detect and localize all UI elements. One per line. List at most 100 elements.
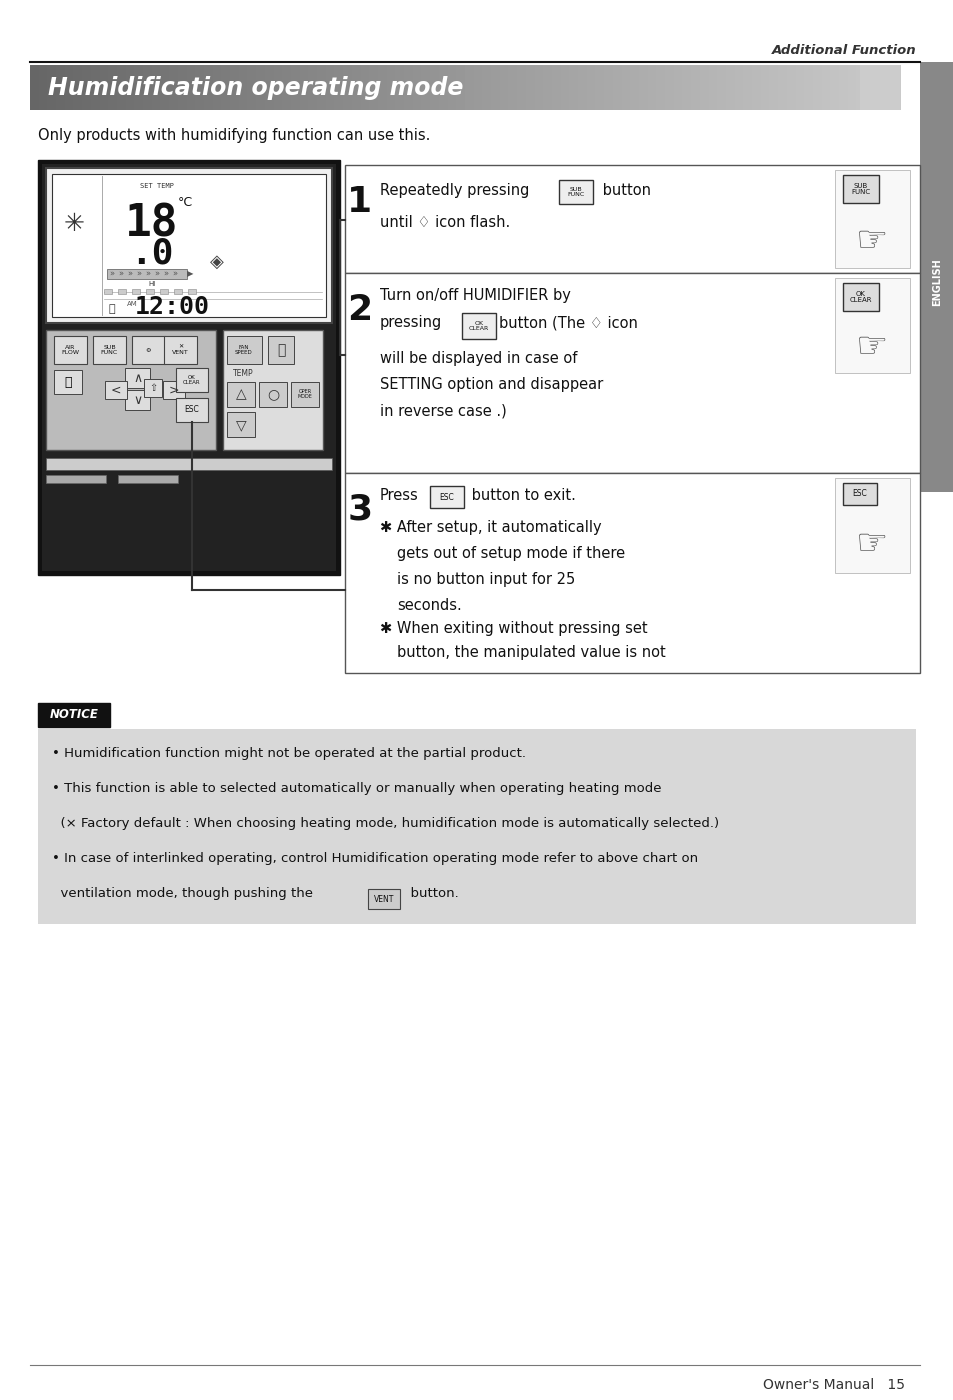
Text: SUB
FUNC: SUB FUNC [850, 182, 870, 196]
Text: ∧: ∧ [133, 371, 142, 385]
Text: ✱ When exiting without pressing set: ✱ When exiting without pressing set [379, 622, 647, 636]
Bar [345, 165, 919, 273]
Text: Turn on/off HUMIDIFIER by: Turn on/off HUMIDIFIER by [379, 288, 570, 302]
Text: ◈: ◈ [210, 253, 224, 272]
Text: • In case of interlinked operating, control Humidification operating mode refer : • In case of interlinked operating, cont… [52, 853, 698, 865]
Bar [377, 64, 387, 111]
Bar [38, 703, 110, 727]
Bar [847, 64, 857, 111]
Bar [146, 288, 153, 294]
Bar [343, 64, 353, 111]
Text: ventilation mode, though pushing the: ventilation mode, though pushing the [52, 888, 317, 900]
Text: OPER
MODE: OPER MODE [297, 389, 313, 399]
Bar [569, 64, 578, 111]
Bar [842, 175, 878, 203]
Bar [413, 64, 422, 111]
Bar [664, 64, 674, 111]
Bar [795, 64, 804, 111]
Text: Repeatedly pressing: Repeatedly pressing [379, 183, 529, 197]
Text: ▽: ▽ [235, 419, 246, 433]
Text: 18: 18 [125, 203, 178, 245]
Text: OK
CLEAR: OK CLEAR [468, 321, 489, 332]
Bar [482, 64, 492, 111]
Bar [177, 64, 188, 111]
Text: »: » [145, 269, 151, 279]
Bar [132, 288, 140, 294]
Text: FAN
SPEED: FAN SPEED [234, 344, 253, 356]
Bar [603, 64, 614, 111]
Bar [578, 64, 587, 111]
Bar [125, 368, 150, 388]
Bar [169, 64, 179, 111]
Bar [268, 336, 294, 364]
Bar [38, 160, 339, 575]
Bar [751, 64, 761, 111]
Text: »: » [118, 269, 124, 279]
Bar [345, 273, 919, 473]
Text: »: » [172, 269, 177, 279]
Bar [725, 64, 735, 111]
Text: TEMP: TEMP [233, 370, 253, 378]
Bar [48, 64, 57, 111]
Bar [803, 64, 813, 111]
Bar [369, 64, 378, 111]
Text: ▶: ▶ [187, 269, 193, 279]
Text: >: > [169, 384, 179, 396]
Bar [82, 64, 91, 111]
Bar [395, 64, 405, 111]
Text: Press: Press [379, 489, 418, 503]
Bar [508, 64, 517, 111]
Bar [163, 381, 185, 399]
Text: ○: ○ [267, 386, 279, 400]
Bar [299, 64, 309, 111]
Text: ESC: ESC [439, 493, 454, 501]
Text: OK
CLEAR: OK CLEAR [849, 291, 871, 304]
Bar [46, 458, 332, 470]
Bar [421, 64, 431, 111]
Bar [256, 64, 266, 111]
Bar [258, 382, 287, 407]
Bar [282, 64, 292, 111]
Bar [438, 64, 448, 111]
Text: ✳: ✳ [64, 211, 85, 237]
Bar [859, 64, 899, 111]
Bar [188, 288, 195, 294]
Bar [430, 64, 439, 111]
Text: button to exit.: button to exit. [467, 489, 576, 503]
Bar [386, 64, 396, 111]
Text: in reverse case .): in reverse case .) [379, 403, 506, 419]
Text: Additional Function: Additional Function [771, 43, 915, 57]
Text: SET TEMP: SET TEMP [140, 183, 173, 189]
Text: »: » [154, 269, 159, 279]
Text: ⇧: ⇧ [149, 384, 157, 393]
Text: will be displayed in case of: will be displayed in case of [379, 351, 577, 365]
Bar [769, 64, 779, 111]
Bar [223, 330, 323, 449]
Bar [160, 288, 168, 294]
Text: is no button input for 25: is no button input for 25 [396, 573, 575, 587]
Text: SETTING option and disappear: SETTING option and disappear [379, 377, 602, 392]
Bar [368, 889, 399, 909]
Bar [326, 64, 335, 111]
Text: SUB
FUNC: SUB FUNC [567, 186, 584, 197]
Bar [227, 412, 254, 437]
Bar [812, 64, 821, 111]
Bar [430, 486, 463, 508]
Bar [126, 64, 135, 111]
Bar [134, 64, 144, 111]
Text: .0: .0 [131, 237, 173, 272]
Bar [558, 181, 593, 204]
Bar [238, 64, 248, 111]
Bar [461, 314, 496, 339]
Bar [221, 64, 231, 111]
Bar [856, 64, 865, 111]
Bar [107, 269, 187, 279]
Bar [691, 64, 700, 111]
Text: ⏰: ⏰ [64, 375, 71, 388]
Text: 1: 1 [347, 185, 373, 218]
Bar [639, 64, 648, 111]
Bar [56, 64, 66, 111]
Text: »: » [163, 269, 169, 279]
Bar [316, 64, 327, 111]
Bar [265, 64, 274, 111]
